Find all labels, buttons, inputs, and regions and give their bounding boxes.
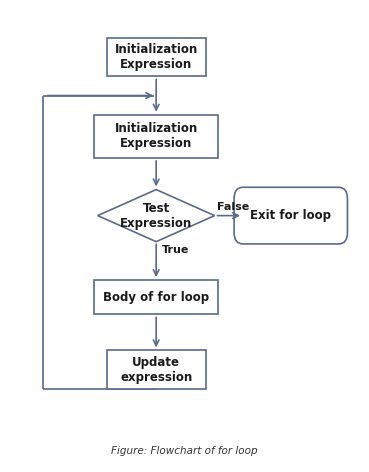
Text: Test
Expression: Test Expression	[120, 202, 192, 229]
FancyBboxPatch shape	[94, 280, 218, 314]
Polygon shape	[98, 190, 215, 242]
FancyBboxPatch shape	[94, 115, 218, 158]
Text: Initialization
Expression: Initialization Expression	[114, 122, 198, 150]
Text: Update
expression: Update expression	[120, 356, 192, 384]
Text: Body of for loop: Body of for loop	[103, 291, 209, 303]
Text: Exit for loop: Exit for loop	[250, 209, 331, 222]
Text: False: False	[217, 202, 249, 212]
FancyBboxPatch shape	[234, 187, 348, 244]
Text: True: True	[162, 245, 189, 255]
Text: Figure: Flowchart of for loop: Figure: Flowchart of for loop	[111, 446, 258, 456]
FancyBboxPatch shape	[107, 38, 206, 76]
Text: Initialization
Expression: Initialization Expression	[114, 43, 198, 71]
FancyBboxPatch shape	[107, 350, 206, 389]
